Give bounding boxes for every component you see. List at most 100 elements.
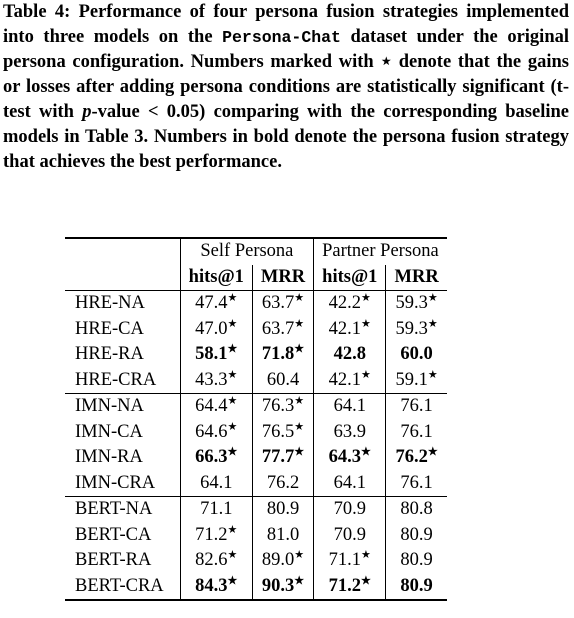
group-header: Self Persona (180, 237, 315, 265)
value-cell: 59.3★ (386, 291, 447, 317)
significance-star: ★ (227, 292, 238, 304)
value: 81.0 (266, 524, 300, 545)
value: 71.2 (328, 575, 362, 596)
significance-star: ★ (294, 292, 305, 304)
value: 76.1 (400, 472, 433, 493)
row-label: BERT-CRA (65, 573, 181, 601)
value: 71.8 (261, 344, 295, 364)
value: 82.6 (195, 550, 228, 570)
significance-star: ★ (227, 446, 238, 458)
value: 63.7 (261, 293, 295, 313)
column-header: MRR (385, 264, 447, 291)
value: 90.3 (261, 575, 295, 596)
data-row: BERT-RA 82.6★ 89.0★ 71.1★ 80.9 (65, 548, 447, 574)
value: 80.9 (400, 575, 433, 596)
significance-star: ★ (427, 368, 438, 381)
value-cell: 59.1★ (386, 368, 447, 394)
value: 64.3 (328, 447, 362, 467)
value: 76.5 (261, 421, 295, 442)
value-cell: 84.3★ (180, 573, 253, 601)
significance-star: ★ (294, 317, 305, 330)
significance-star: ★ (427, 317, 438, 330)
value-cell: 71.2★ (180, 522, 253, 548)
value-cell: 63.7★ (252, 316, 315, 342)
significance-star: ★ (361, 292, 371, 304)
significance-star: ★ (227, 317, 238, 330)
value: 76.2 (395, 447, 428, 467)
value-cell: 42.8 (313, 342, 387, 368)
caption-text: -value < 0.05) comparing with the corres… (3, 102, 570, 172)
value: 71.1 (328, 550, 362, 570)
value-cell: 76.1 (386, 420, 447, 446)
data-row: BERT-CRA 84.3★ 90.3★ 71.2★ 80.9 (65, 573, 447, 601)
value-cell: 43.3★ (180, 367, 253, 394)
significance-star: ★ (361, 317, 371, 330)
value-cell: 60.0 (386, 342, 447, 368)
value-cell: 76.5★ (252, 419, 315, 445)
significance-star: ★ (227, 368, 238, 381)
row-label: BERT-NA (65, 496, 181, 523)
value: 43.3 (195, 369, 228, 390)
value: 71.2 (195, 524, 228, 545)
data-row: IMN-CRA 64.1 76.2 64.1 76.1 (65, 470, 447, 497)
value-cell: 47.0★ (180, 316, 253, 342)
value: 76.3 (261, 396, 295, 416)
value: 42.8 (333, 344, 366, 364)
value: 64.6 (195, 421, 228, 442)
group-header: Partner Persona (313, 237, 447, 265)
value: 60.0 (400, 344, 433, 364)
row-label: HRE-CA (65, 316, 181, 342)
value: 76.1 (400, 396, 433, 416)
value: 42.2 (328, 293, 362, 313)
data-row: IMN-NA 64.4★ 76.3★ 64.1 76.1 (65, 393, 447, 420)
data-row: HRE-RA 58.1★ 71.8★ 42.8 60.0 (65, 342, 447, 368)
value-cell: 81.0 (252, 522, 315, 548)
value-cell: 64.1 (313, 470, 387, 497)
data-row: BERT-NA 71.1 80.9 70.9 80.8 (65, 496, 447, 523)
value: 63.7 (261, 318, 295, 339)
row-label: HRE-CRA (65, 367, 181, 394)
star-symbol: ⋆ (380, 52, 393, 72)
value: 80.9 (400, 524, 433, 545)
value-cell: 71.8★ (252, 342, 315, 368)
value-cell: 47.4★ (180, 290, 253, 317)
caption-text: denote that the gains or losses after ad… (3, 52, 570, 122)
value-cell: 58.1★ (180, 342, 253, 368)
significance-star: ★ (227, 420, 238, 433)
row-label: HRE-NA (65, 290, 181, 317)
value: 64.1 (333, 396, 366, 416)
data-row: BERT-CA 71.2★ 81.0 70.9 80.9 (65, 522, 447, 548)
significance-star: ★ (294, 395, 305, 407)
value-cell: 64.1 (313, 393, 387, 420)
value: 77.7 (261, 447, 295, 467)
value: 80.8 (400, 499, 433, 519)
significance-star: ★ (227, 574, 238, 587)
significance-star: ★ (427, 292, 438, 304)
value-cell: 60.4 (252, 367, 315, 394)
significance-star: ★ (227, 395, 238, 407)
significance-star: ★ (227, 343, 238, 355)
value: 64.1 (200, 472, 233, 493)
value-cell: 76.3★ (252, 393, 315, 420)
significance-star: ★ (361, 549, 371, 561)
value-cell: 76.1 (385, 393, 447, 420)
value-cell: 82.6★ (180, 548, 253, 574)
corner-cell (65, 237, 181, 265)
value-cell: 77.7★ (252, 445, 315, 471)
value-cell: 80.9 (252, 496, 315, 523)
value-cell: 42.1★ (313, 316, 387, 342)
value-cell: 76.2★ (386, 445, 447, 471)
value-cell: 71.1★ (313, 548, 387, 574)
row-label: IMN-NA (65, 393, 181, 420)
value-cell: 76.1 (386, 471, 447, 497)
value: 71.1 (200, 499, 233, 519)
data-row: HRE-CRA 43.3★ 60.4 42.1★ 59.1★ (65, 367, 447, 394)
value-cell: 64.4★ (180, 393, 253, 420)
caption: Table 4: Performance of four persona fus… (3, 0, 569, 175)
significance-star: ★ (427, 446, 438, 458)
p-symbol: p (82, 102, 92, 122)
data-row: HRE-CA 47.0★ 63.7★ 42.1★ 59.3★ (65, 316, 447, 342)
value-cell: 42.2★ (313, 290, 387, 317)
header-row: Self Persona Partner Persona (65, 237, 447, 265)
